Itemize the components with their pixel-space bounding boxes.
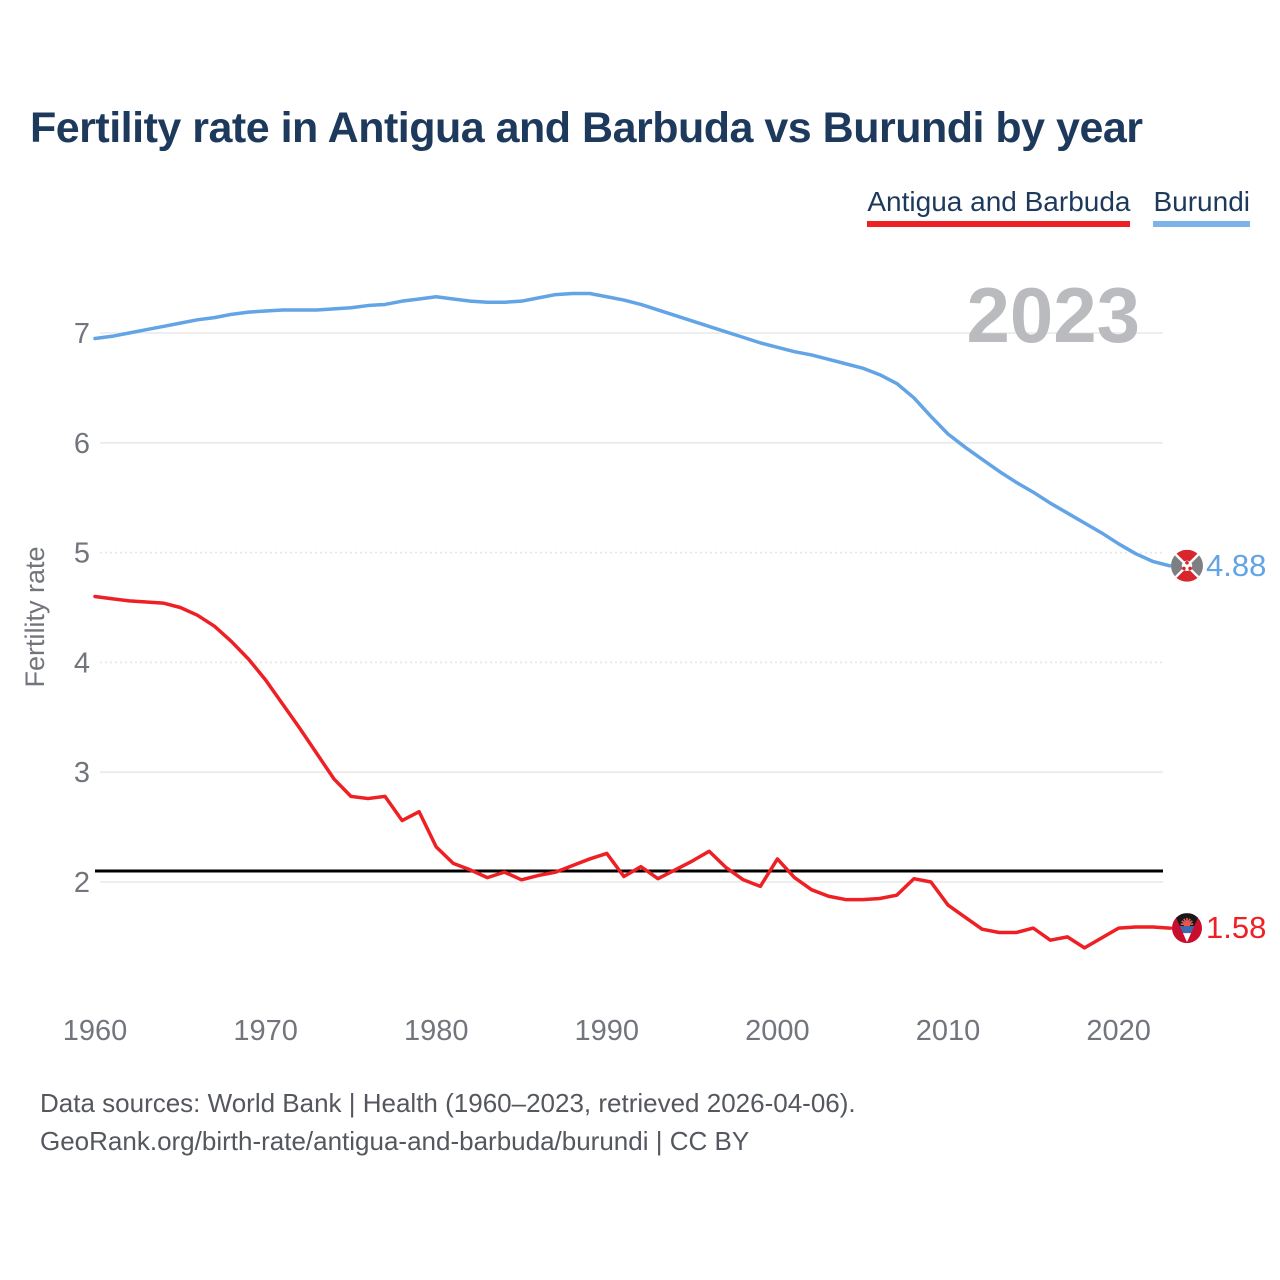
footer-attribution-line: GeoRank.org/birth-rate/antigua-and-barbu… (40, 1126, 750, 1156)
antigua-end-value-label: 1.58 (1206, 910, 1266, 945)
y-tick-label: 6 (74, 428, 90, 460)
footer-sources-line: Data sources: World Bank | Health (1960–… (40, 1088, 856, 1118)
legend-item-antigua-and-barbuda[interactable]: Antigua and Barbuda (867, 186, 1131, 227)
y-axis-title: Fertility rate (20, 546, 50, 687)
x-tick-label: 2020 (1086, 1015, 1151, 1047)
antigua-and-barbuda-flag-icon (1172, 913, 1202, 944)
y-tick-label: 3 (74, 757, 90, 789)
year-watermark: 2023 (966, 271, 1140, 359)
y-tick-label: 5 (74, 538, 90, 570)
burundi-end-value-label: 4.88 (1206, 548, 1266, 583)
gridlines (100, 332, 1163, 883)
burundi-line (93, 291, 1172, 568)
x-tick-label: 1980 (404, 1015, 469, 1047)
burundi-flag-icon (1171, 549, 1203, 582)
y-tick-label: 4 (74, 647, 90, 679)
chart-title: Fertility rate in Antigua and Barbuda vs… (30, 104, 1143, 152)
x-tick-label: 1970 (233, 1015, 298, 1047)
y-tick-label: 7 (74, 318, 90, 350)
y-tick-label: 2 (74, 867, 90, 899)
x-tick-label: 2010 (916, 1015, 981, 1047)
antigua-and-barbuda-line (93, 594, 1172, 950)
x-tick-label: 2000 (745, 1015, 810, 1047)
footer: Data sources: World Bank | Health (1960–… (40, 1084, 856, 1160)
x-tick-label: 1960 (63, 1015, 128, 1047)
legend: Antigua and Barbuda Burundi (867, 186, 1250, 227)
x-tick-label: 1990 (575, 1015, 640, 1047)
legend-item-burundi[interactable]: Burundi (1153, 186, 1250, 227)
